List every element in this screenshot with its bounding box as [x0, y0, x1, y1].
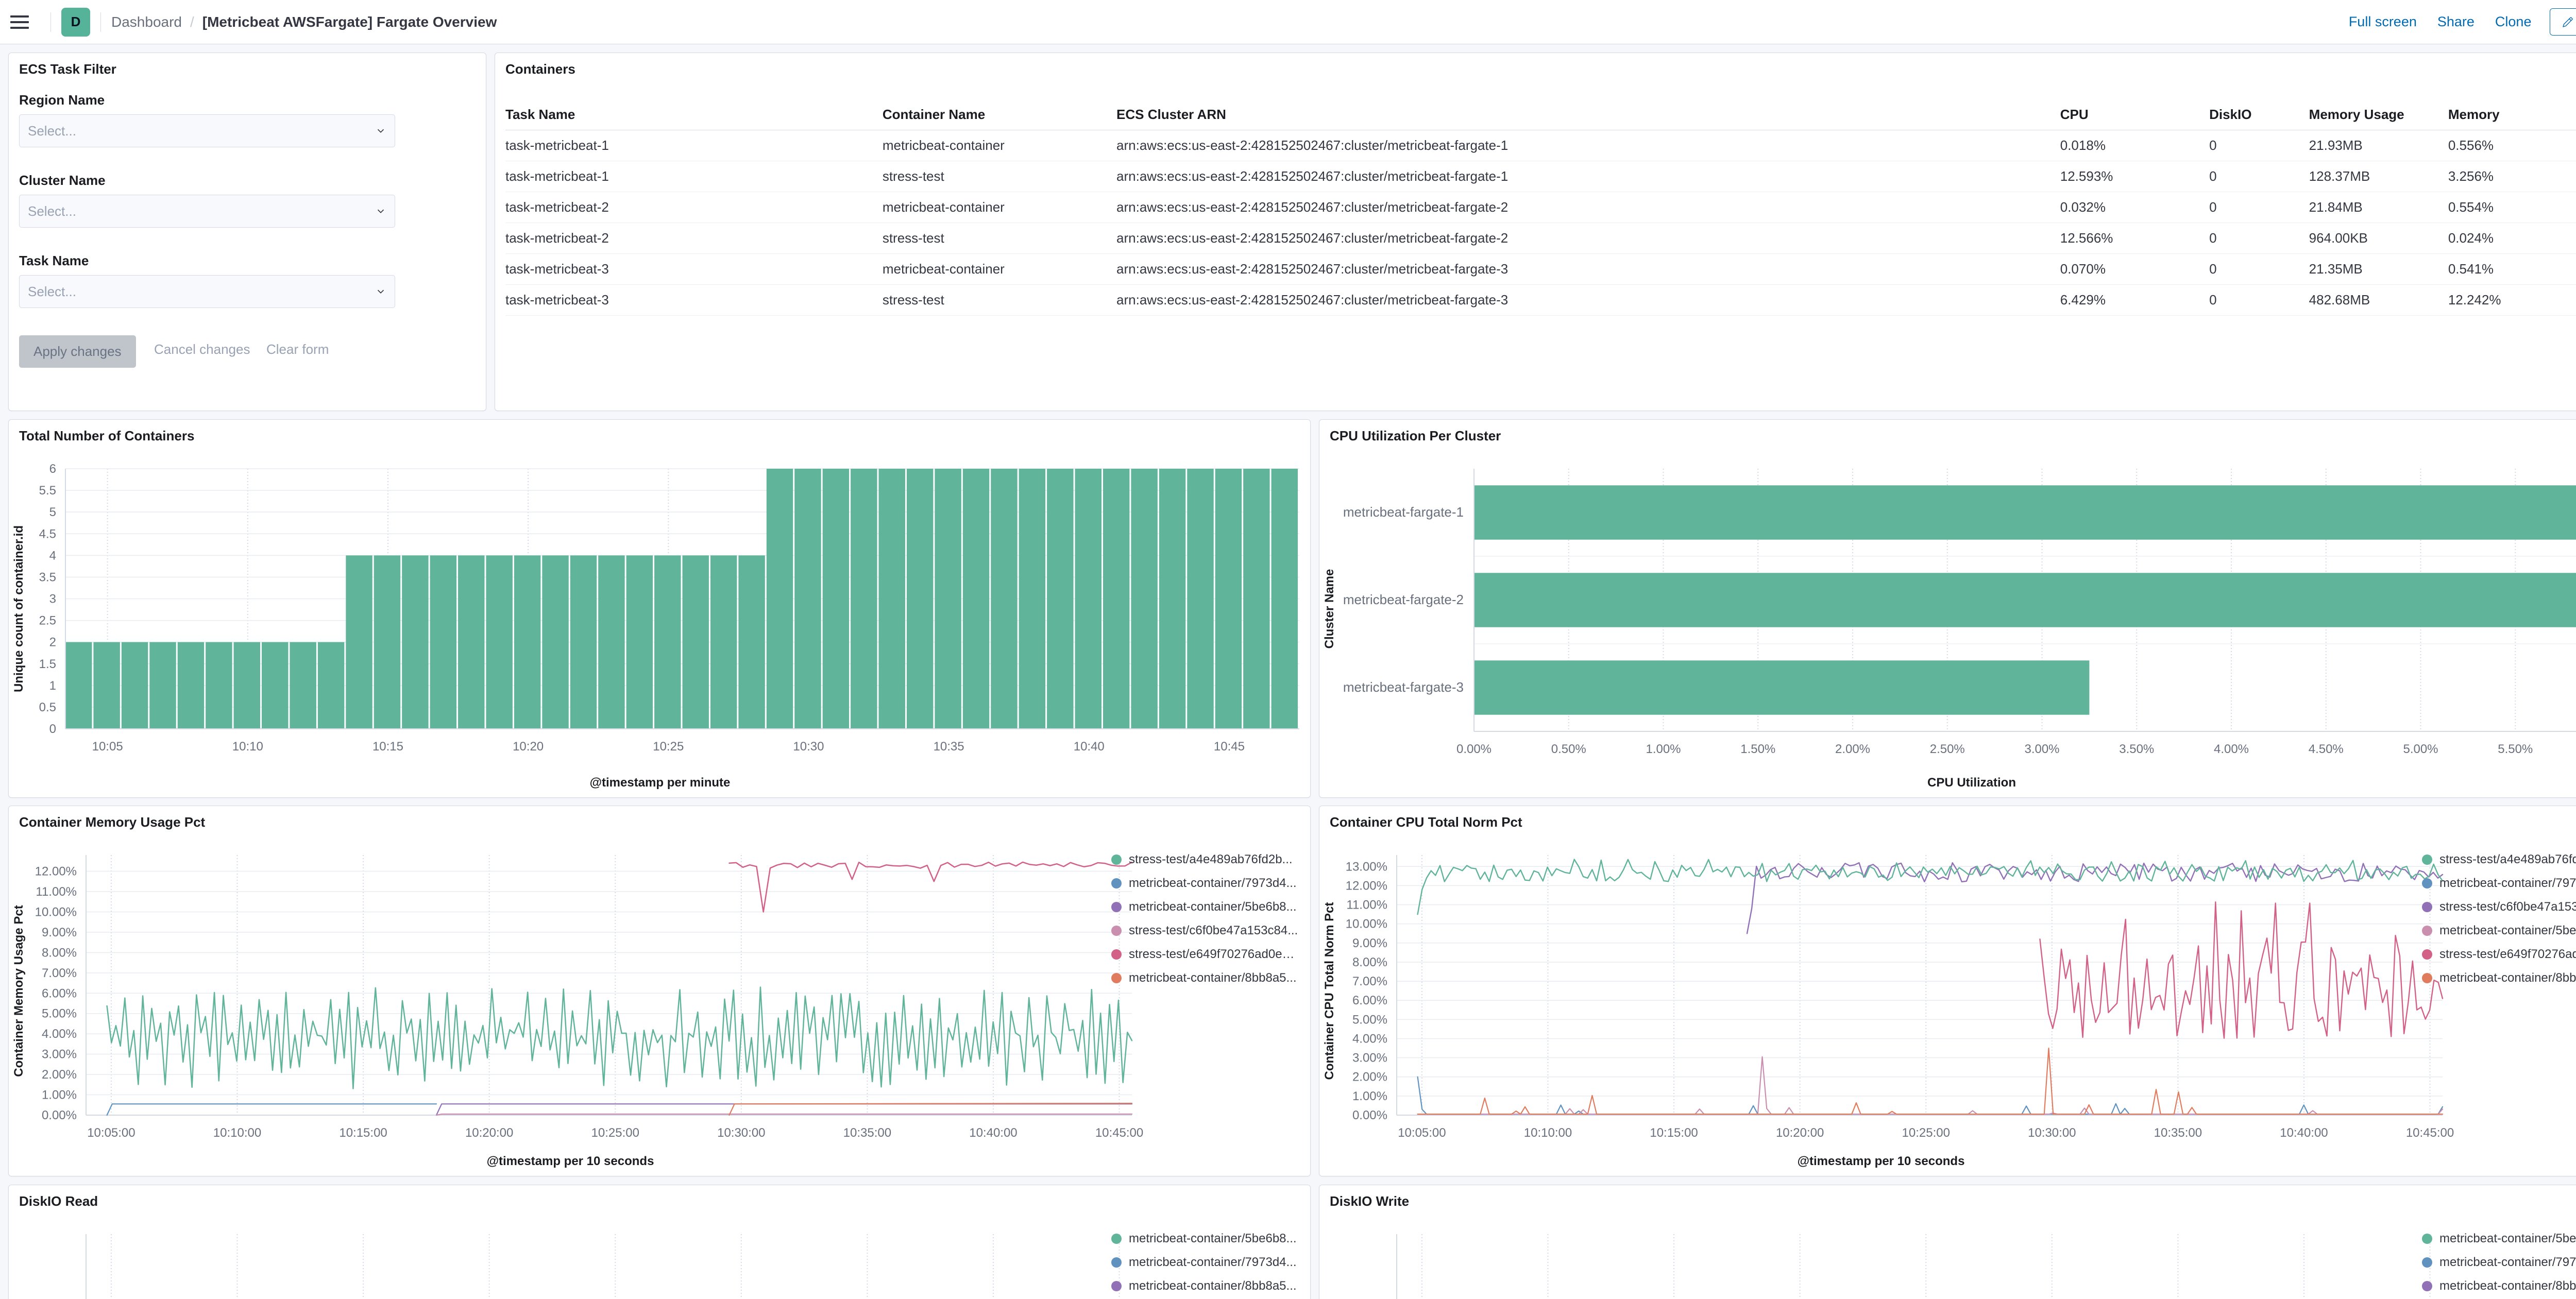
- svg-text:10:30:00: 10:30:00: [717, 1126, 765, 1140]
- svg-text:metricbeat-fargate-1: metricbeat-fargate-1: [1343, 504, 1464, 520]
- svg-text:5.00%: 5.00%: [1352, 1013, 1387, 1027]
- svg-text:10:30: 10:30: [793, 740, 824, 754]
- svg-text:10:05: 10:05: [92, 740, 123, 754]
- svg-text:1.00%: 1.00%: [1352, 1089, 1387, 1103]
- svg-text:0.00%: 0.00%: [1352, 1108, 1387, 1122]
- svg-text:6.00%: 6.00%: [42, 986, 77, 1000]
- svg-text:9.00%: 9.00%: [42, 926, 77, 939]
- svg-text:4.00%: 4.00%: [2214, 742, 2249, 756]
- svg-text:metricbeat-fargate-2: metricbeat-fargate-2: [1343, 592, 1464, 607]
- svg-text:metricbeat-fargate-3: metricbeat-fargate-3: [1343, 679, 1464, 695]
- svg-text:10:25: 10:25: [653, 740, 684, 754]
- svg-text:4.00%: 4.00%: [42, 1027, 77, 1041]
- svg-text:10:10:00: 10:10:00: [1524, 1126, 1572, 1140]
- svg-text:10:05:00: 10:05:00: [1398, 1126, 1446, 1140]
- svg-text:4.5: 4.5: [39, 527, 56, 541]
- svg-text:5.00%: 5.00%: [2403, 742, 2438, 756]
- svg-text:3: 3: [49, 592, 56, 606]
- svg-text:3.5: 3.5: [39, 570, 56, 584]
- svg-text:10.00%: 10.00%: [1346, 917, 1387, 931]
- svg-text:4.00%: 4.00%: [1352, 1032, 1387, 1046]
- svg-text:0: 0: [49, 722, 56, 736]
- svg-text:10:15:00: 10:15:00: [1650, 1126, 1698, 1140]
- svg-text:3.00%: 3.00%: [42, 1048, 77, 1062]
- svg-text:10:25:00: 10:25:00: [1902, 1126, 1950, 1140]
- svg-text:5: 5: [49, 505, 56, 519]
- svg-text:12.00%: 12.00%: [35, 865, 77, 879]
- svg-text:5.50%: 5.50%: [2498, 742, 2533, 756]
- svg-text:1.50%: 1.50%: [1740, 742, 1775, 756]
- svg-text:10:15:00: 10:15:00: [339, 1126, 387, 1140]
- svg-text:10:20: 10:20: [513, 740, 544, 754]
- svg-text:1.00%: 1.00%: [1646, 742, 1681, 756]
- svg-text:2.50%: 2.50%: [1930, 742, 1965, 756]
- svg-text:4.50%: 4.50%: [2309, 742, 2344, 756]
- svg-text:8.00%: 8.00%: [1352, 955, 1387, 969]
- svg-text:10:40: 10:40: [1074, 740, 1105, 754]
- svg-text:10:40:00: 10:40:00: [969, 1126, 1017, 1140]
- svg-text:1: 1: [49, 679, 56, 693]
- svg-text:11.00%: 11.00%: [1346, 898, 1387, 912]
- svg-text:3.00%: 3.00%: [1352, 1051, 1387, 1065]
- svg-text:0.5: 0.5: [39, 700, 56, 714]
- svg-text:2.00%: 2.00%: [1835, 742, 1870, 756]
- svg-text:2.00%: 2.00%: [1352, 1070, 1387, 1084]
- svg-text:10:20:00: 10:20:00: [465, 1126, 513, 1140]
- svg-text:1.5: 1.5: [39, 657, 56, 671]
- svg-text:0.00%: 0.00%: [42, 1108, 77, 1122]
- svg-text:10:35: 10:35: [934, 740, 964, 754]
- svg-text:10:20:00: 10:20:00: [1776, 1126, 1824, 1140]
- svg-text:4: 4: [49, 549, 56, 562]
- svg-text:10:15: 10:15: [372, 740, 403, 754]
- svg-text:10:10:00: 10:10:00: [213, 1126, 261, 1140]
- svg-text:10:45: 10:45: [1214, 740, 1245, 754]
- svg-text:11.00%: 11.00%: [36, 885, 77, 899]
- svg-text:2: 2: [49, 636, 56, 649]
- svg-text:10:05:00: 10:05:00: [87, 1126, 135, 1140]
- svg-text:6: 6: [49, 462, 56, 476]
- svg-text:10:30:00: 10:30:00: [2028, 1126, 2076, 1140]
- svg-text:2.5: 2.5: [39, 614, 56, 628]
- svg-text:9.00%: 9.00%: [1352, 936, 1387, 950]
- svg-text:13.00%: 13.00%: [1346, 860, 1387, 874]
- svg-text:10:45:00: 10:45:00: [1095, 1126, 1143, 1140]
- svg-text:7.00%: 7.00%: [1352, 975, 1387, 988]
- svg-text:2.00%: 2.00%: [42, 1068, 77, 1082]
- svg-text:3.50%: 3.50%: [2119, 742, 2154, 756]
- svg-text:5.5: 5.5: [39, 484, 56, 498]
- svg-text:0.50%: 0.50%: [1551, 742, 1586, 756]
- svg-text:10:35:00: 10:35:00: [843, 1126, 891, 1140]
- svg-text:10:10: 10:10: [232, 740, 263, 754]
- svg-text:7.00%: 7.00%: [42, 966, 77, 980]
- svg-text:10:35:00: 10:35:00: [2154, 1126, 2202, 1140]
- svg-text:5.00%: 5.00%: [42, 1007, 77, 1021]
- svg-text:10:25:00: 10:25:00: [591, 1126, 639, 1140]
- svg-text:1.00%: 1.00%: [42, 1088, 77, 1102]
- svg-text:0.00%: 0.00%: [1456, 742, 1492, 756]
- svg-text:10:40:00: 10:40:00: [2280, 1126, 2328, 1140]
- svg-text:3.00%: 3.00%: [2024, 742, 2059, 756]
- svg-text:10.00%: 10.00%: [35, 905, 77, 919]
- svg-text:10:45:00: 10:45:00: [2406, 1126, 2454, 1140]
- svg-text:6.00%: 6.00%: [1352, 994, 1387, 1007]
- svg-text:8.00%: 8.00%: [42, 946, 77, 960]
- svg-text:12.00%: 12.00%: [1346, 879, 1387, 893]
